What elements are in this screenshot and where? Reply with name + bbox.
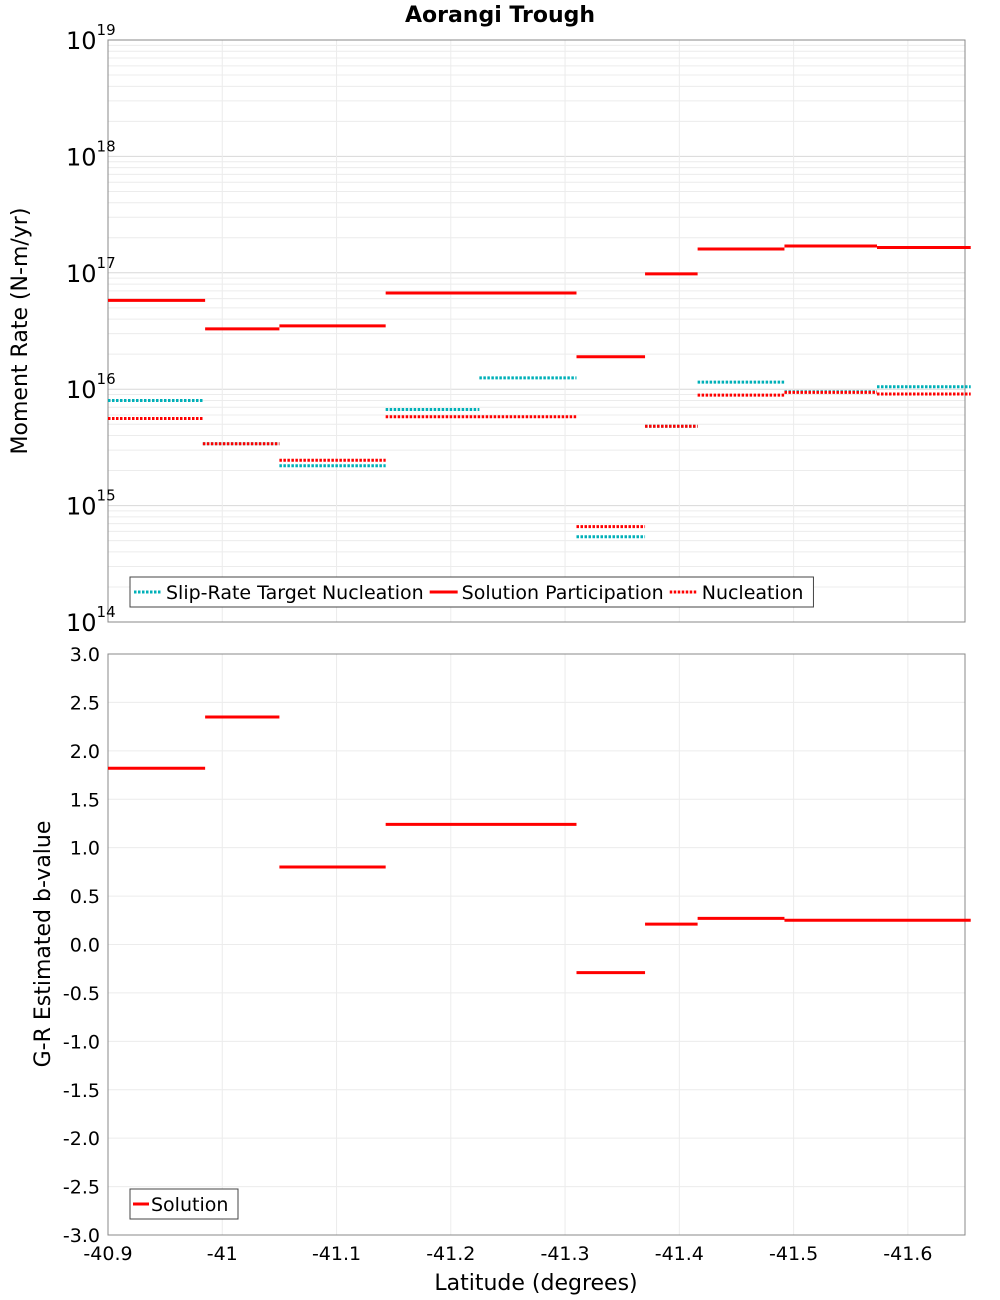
moment-rate-series xyxy=(108,244,971,539)
y-tick-label: 1019 xyxy=(66,21,116,55)
x-tick-label: -41.2 xyxy=(426,1243,475,1265)
legend-label: Nucleation xyxy=(702,582,804,604)
x-tick-label: -40.9 xyxy=(83,1243,132,1265)
b-value-legend: Solution xyxy=(129,1188,239,1220)
y-tick-label: 3.0 xyxy=(70,644,100,666)
y-tick-label: -3.0 xyxy=(63,1225,100,1247)
chart-title: Aorangi Trough xyxy=(405,3,595,28)
y-tick-label: 1.5 xyxy=(70,789,100,811)
moment-rate-grid xyxy=(107,40,965,623)
legend-label: Solution Participation xyxy=(462,582,664,604)
legend-box xyxy=(129,576,814,608)
x-tick-label: -41.6 xyxy=(883,1243,932,1265)
series-nucleation xyxy=(108,390,971,529)
moment-rate-y-ticks: 1014 1015 1016 1017 1018 1019 xyxy=(66,21,116,637)
y-tick-label: 1014 xyxy=(66,603,116,637)
b-value-plot-frame xyxy=(107,653,966,1236)
b-value-panel: -3.0 -2.5 -2.0 -1.5 -1.0 -0.5 0.0 0.5 1.0 1.5 2.0 2… xyxy=(31,644,971,1296)
moment-rate-plot-frame xyxy=(107,39,966,623)
legend-label: Solution xyxy=(151,1194,228,1216)
b-value-series xyxy=(108,715,971,975)
y-tick-label: -1.5 xyxy=(63,1080,100,1102)
y-tick-label: 1018 xyxy=(66,137,116,171)
latitude-x-ticks: -40.9 -41 -41.1 -41.2 -41.3 -41.4 -41.5 -41.6 xyxy=(83,1243,932,1265)
x-tick-label: -41 xyxy=(207,1243,238,1265)
x-tick-label: -41.5 xyxy=(769,1243,818,1265)
moment-rate-legend: Slip-Rate Target Nucleation Solution Part… xyxy=(129,576,814,608)
y-tick-label: -1.0 xyxy=(63,1031,100,1053)
y-tick-label: 2.5 xyxy=(70,692,100,714)
legend-label: Slip-Rate Target Nucleation xyxy=(166,582,424,604)
y-tick-label: 1017 xyxy=(66,254,116,288)
series-solution xyxy=(108,715,971,975)
y-tick-label: -0.5 xyxy=(63,983,100,1005)
moment-rate-y-axis-label: Moment Rate (N-m/yr) xyxy=(8,208,33,455)
y-tick-label: -2.5 xyxy=(63,1177,100,1199)
y-tick-label: 0.0 xyxy=(70,935,100,957)
latitude-x-axis-label: Latitude (degrees) xyxy=(434,1271,637,1296)
x-tick-label: -41.4 xyxy=(655,1243,704,1265)
b-value-y-axis-label: G-R Estimated b-value xyxy=(31,821,56,1068)
x-tick-label: -41.3 xyxy=(540,1243,589,1265)
y-tick-label: 2.0 xyxy=(70,741,100,763)
y-tick-label: 1.0 xyxy=(70,838,100,860)
x-tick-label: -41.1 xyxy=(312,1243,361,1265)
y-tick-label: 1015 xyxy=(66,487,116,521)
y-tick-label: 0.5 xyxy=(70,886,100,908)
series-solution-participation xyxy=(108,244,971,359)
y-tick-label: 1016 xyxy=(66,370,116,404)
b-value-y-ticks: -3.0 -2.5 -2.0 -1.5 -1.0 -0.5 0.0 0.5 1.0 1.5 2.0 2… xyxy=(63,644,100,1247)
y-tick-label: -2.0 xyxy=(63,1128,100,1150)
moment-rate-panel: 1014 1015 1016 1017 1018 1019 Moment Rate (N-… xyxy=(8,21,971,637)
